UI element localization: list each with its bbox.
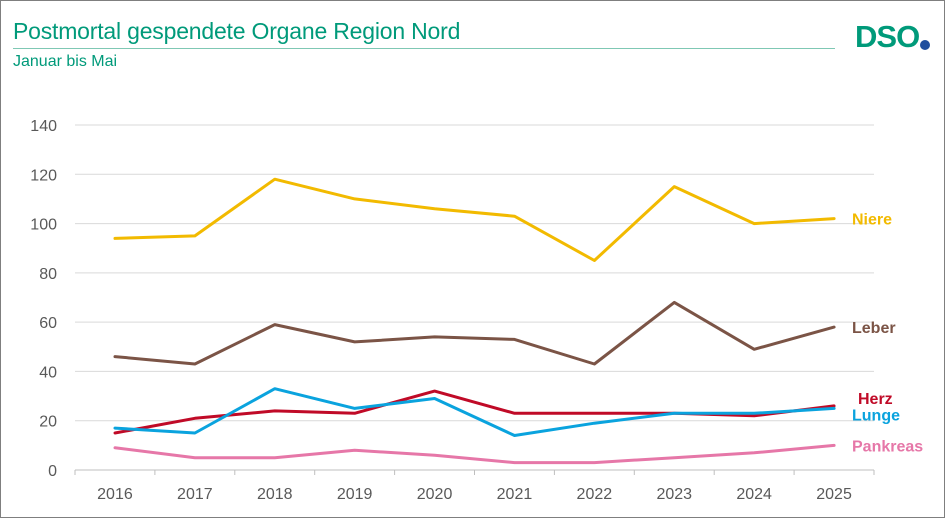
y-tick-label: 0 bbox=[48, 463, 57, 480]
chart-subtitle: Januar bis Mai bbox=[13, 53, 118, 70]
x-tick-label: 2024 bbox=[736, 486, 772, 503]
title-divider bbox=[13, 48, 835, 49]
logo-text: DSO bbox=[855, 19, 919, 54]
y-tick-label: 120 bbox=[30, 167, 57, 184]
series-label-niere: Niere bbox=[852, 212, 892, 229]
series-label-pankreas: Pankreas bbox=[852, 438, 923, 455]
x-tick-label: 2017 bbox=[177, 486, 213, 503]
x-tick-label: 2022 bbox=[577, 486, 613, 503]
y-tick-label: 20 bbox=[39, 414, 57, 431]
grid-lines bbox=[75, 124, 874, 471]
y-tick-label: 100 bbox=[30, 217, 57, 234]
series-label-lunge: Lunge bbox=[852, 407, 900, 424]
x-tick-label: 2021 bbox=[497, 486, 533, 503]
chart-title: Postmortal gespendete Organe Region Nord bbox=[13, 18, 461, 44]
series-line-leber bbox=[113, 300, 836, 366]
series-line-pankreas bbox=[113, 443, 836, 465]
x-tick-label: 2025 bbox=[816, 486, 852, 503]
x-tick-label: 2018 bbox=[257, 486, 293, 503]
x-tick-label: 2023 bbox=[656, 486, 692, 503]
x-tick-label: 2020 bbox=[417, 486, 453, 503]
axis-ticks: 0 20 40 60 80 100 120 140 2016 2017 2018 2019 2020 20… bbox=[30, 118, 875, 503]
series-line-niere bbox=[113, 177, 836, 262]
y-tick-label: 80 bbox=[39, 266, 57, 283]
series-label-herz: Herz bbox=[858, 391, 893, 408]
y-tick-label: 40 bbox=[39, 364, 57, 381]
series-label-leber: Leber bbox=[852, 320, 896, 337]
x-tick-label: 2019 bbox=[337, 486, 373, 503]
series-lines bbox=[113, 177, 836, 465]
logo-dot bbox=[920, 40, 930, 50]
series-line-lunge bbox=[113, 387, 836, 437]
y-tick-label: 60 bbox=[39, 315, 57, 332]
dso-logo: DSO bbox=[855, 19, 930, 54]
x-tick-label: 2016 bbox=[97, 486, 133, 503]
y-tick-label: 140 bbox=[30, 118, 57, 135]
